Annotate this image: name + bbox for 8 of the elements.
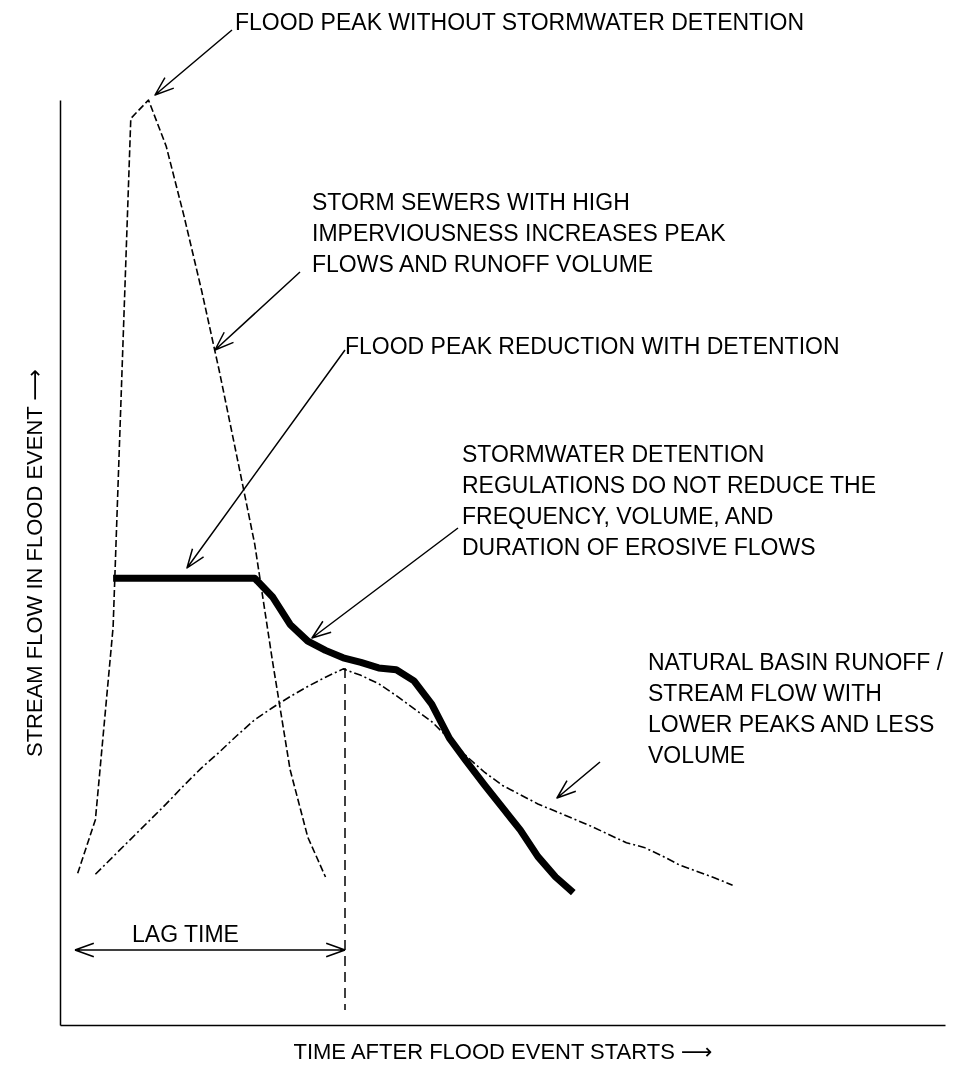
annotation: LAG TIME <box>132 921 239 947</box>
annotation: STORM SEWERS WITH HIGH IMPERVIOUSNESS INCREASES PEAK FLOWS AND RUNOFF VOLUME <box>312 189 727 277</box>
y-axis-title: STREAM FLOW IN FLOOD EVENT ⟶ <box>21 368 47 758</box>
x-axis-title: TIME AFTER FLOOD EVENT STARTS ⟶ <box>293 1038 713 1064</box>
annotation: NATURAL BASIN RUNOFF / STREAM FLOW WITH LOWER PEAKS AND LESS VOLUME <box>648 649 944 768</box>
annotation: FLOOD PEAK REDUCTION WITH DETENTION <box>345 333 840 359</box>
text: FLOOD PEAK WITHOUT STORMWATER DETENTION <box>235 9 805 35</box>
annotation: STORMWATER DETENTION REGULATIONS DO NOT REDUCE THE FREQUENCY, VOLUME, AND DURATION OF EROSIVE FLOWS <box>462 441 877 560</box>
